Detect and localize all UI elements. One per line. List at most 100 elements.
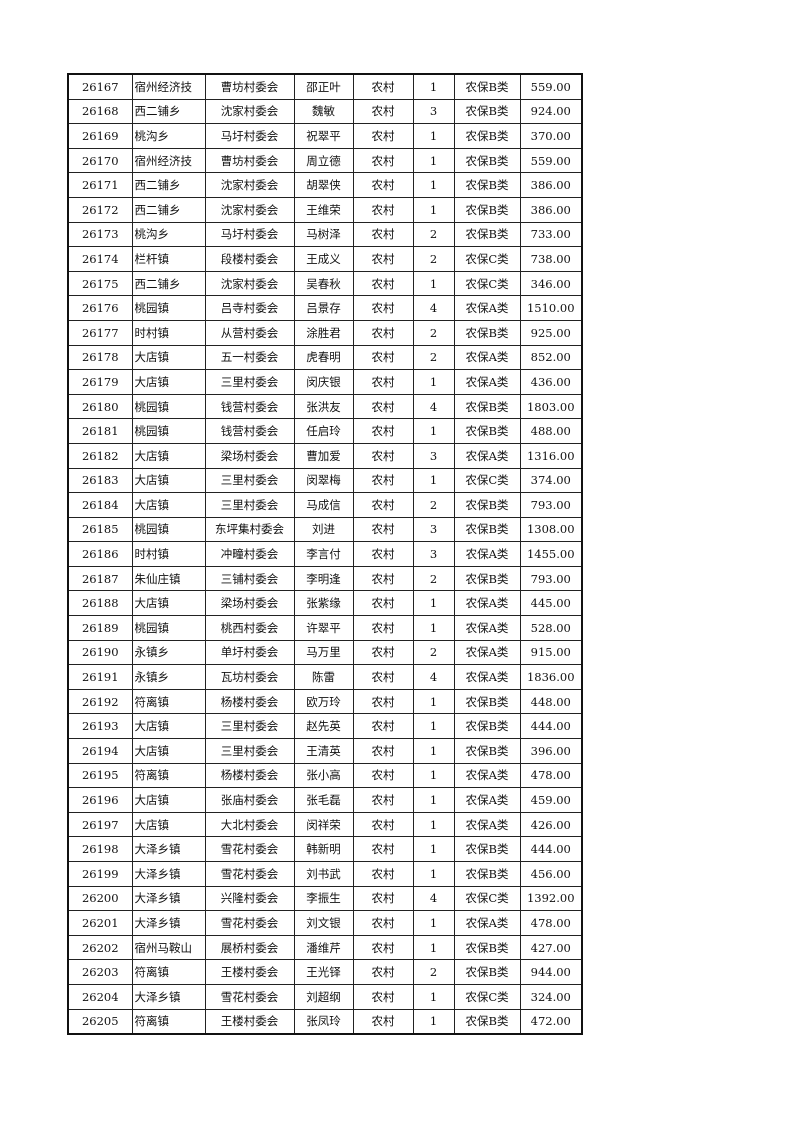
insurance-category-cell: 农保C类 — [453, 467, 521, 494]
household-type-cell: 农村 — [352, 246, 414, 272]
person-name-cell: 张紫缘 — [293, 590, 354, 617]
table-row: 26176 桃园镇 吕寺村委会 吕景存 农村 4 农保A类 1510.00 — [67, 295, 583, 321]
table-row: 26179 大店镇 三里村委会 闵庆银 农村 1 农保A类 436.00 — [67, 369, 583, 395]
person-name-cell: 韩新明 — [293, 836, 354, 862]
member-count-cell: 2 — [412, 492, 455, 518]
person-name-cell: 胡翠侠 — [293, 172, 354, 198]
table-row: 26200 大泽乡镇 兴隆村委会 李振生 农村 4 农保C类 1392.00 — [67, 885, 583, 912]
record-id-cell: 26182 — [67, 442, 133, 469]
table-row: 26205 符离镇 王楼村委会 张凤玲 农村 1 农保B类 472.00 — [67, 1008, 583, 1035]
table-row: 26188 大店镇 梁场村委会 张紫缘 农村 1 农保A类 445.00 — [67, 590, 583, 617]
township-cell: 朱仙庄镇 — [131, 565, 206, 592]
township-cell: 大店镇 — [131, 787, 206, 813]
amount-cell: 426.00 — [519, 811, 583, 838]
record-id-cell: 26190 — [67, 639, 133, 666]
amount-cell: 386.00 — [519, 172, 583, 198]
village-committee-cell: 雪花村委会 — [204, 983, 295, 1010]
insurance-category-cell: 农保B类 — [453, 1008, 521, 1035]
amount-cell: 852.00 — [519, 344, 583, 371]
insurance-category-cell: 农保B类 — [453, 713, 521, 740]
table-body: 26167 宿州经济技 曹坊村委会 邵正叶 农村 1 农保B类 559.00 26168 西二铺乡… — [67, 73, 583, 1035]
insurance-category-cell: 农保A类 — [453, 590, 521, 617]
record-id-cell: 26184 — [67, 492, 133, 518]
table-row: 26174 栏杆镇 段楼村委会 王成义 农村 2 农保C类 738.00 — [67, 246, 583, 272]
insurance-category-cell: 农保A类 — [453, 811, 521, 838]
insurance-category-cell: 农保B类 — [453, 861, 521, 887]
township-cell: 桃沟乡 — [131, 123, 206, 149]
household-type-cell: 农村 — [352, 615, 414, 641]
table-row: 26201 大泽乡镇 雪花村委会 刘文银 农村 1 农保A类 478.00 — [67, 910, 583, 936]
record-id-cell: 26186 — [67, 541, 133, 567]
member-count-cell: 3 — [412, 442, 455, 469]
member-count-cell: 2 — [412, 319, 455, 346]
insurance-category-cell: 农保B类 — [453, 98, 521, 125]
village-committee-cell: 瓦坊村委会 — [204, 664, 295, 690]
record-id-cell: 26193 — [67, 713, 133, 740]
person-name-cell: 刘超纲 — [293, 983, 354, 1010]
insurance-category-cell: 农保B类 — [453, 221, 521, 248]
record-id-cell: 26205 — [67, 1008, 133, 1035]
village-committee-cell: 曹坊村委会 — [204, 147, 295, 174]
member-count-cell: 3 — [412, 98, 455, 125]
person-name-cell: 王光铎 — [293, 959, 354, 985]
member-count-cell: 1 — [412, 983, 455, 1010]
household-type-cell: 农村 — [352, 738, 414, 764]
amount-cell: 559.00 — [519, 147, 583, 174]
insurance-category-cell: 农保B类 — [453, 393, 521, 420]
township-cell: 桃园镇 — [131, 418, 206, 444]
village-committee-cell: 冲疃村委会 — [204, 541, 295, 567]
member-count-cell: 1 — [412, 1008, 455, 1035]
village-committee-cell: 雪花村委会 — [204, 910, 295, 936]
record-id-cell: 26197 — [67, 811, 133, 838]
member-count-cell: 1 — [412, 369, 455, 395]
township-cell: 大泽乡镇 — [131, 885, 206, 912]
person-name-cell: 周立德 — [293, 147, 354, 174]
amount-cell: 559.00 — [519, 73, 583, 100]
village-committee-cell: 东坪集村委会 — [204, 516, 295, 543]
village-committee-cell: 曹坊村委会 — [204, 73, 295, 100]
amount-cell: 1308.00 — [519, 516, 583, 543]
village-committee-cell: 展桥村委会 — [204, 934, 295, 961]
insurance-category-cell: 农保A类 — [453, 664, 521, 690]
table-row: 26199 大泽乡镇 雪花村委会 刘书武 农村 1 农保B类 456.00 — [67, 861, 583, 887]
township-cell: 大泽乡镇 — [131, 836, 206, 862]
household-type-cell: 农村 — [352, 811, 414, 838]
insurance-category-cell: 农保B类 — [453, 196, 521, 223]
village-committee-cell: 张庙村委会 — [204, 787, 295, 813]
record-id-cell: 26204 — [67, 983, 133, 1010]
amount-cell: 924.00 — [519, 98, 583, 125]
table-row: 26177 时村镇 从营村委会 涂胜君 农村 2 农保B类 925.00 — [67, 319, 583, 346]
village-committee-cell: 三里村委会 — [204, 467, 295, 494]
person-name-cell: 刘进 — [293, 516, 354, 543]
record-id-cell: 26185 — [67, 516, 133, 543]
member-count-cell: 1 — [412, 615, 455, 641]
record-id-cell: 26187 — [67, 565, 133, 592]
table-row: 26167 宿州经济技 曹坊村委会 邵正叶 农村 1 农保B类 559.00 — [67, 73, 583, 100]
insurance-category-cell: 农保A类 — [453, 639, 521, 666]
table-row: 26178 大店镇 五一村委会 虎春明 农村 2 农保A类 852.00 — [67, 344, 583, 371]
household-type-cell: 农村 — [352, 590, 414, 617]
amount-cell: 478.00 — [519, 910, 583, 936]
member-count-cell: 1 — [412, 811, 455, 838]
amount-cell: 444.00 — [519, 836, 583, 862]
person-name-cell: 闵翠梅 — [293, 467, 354, 494]
table-row: 26198 大泽乡镇 雪花村委会 韩新明 农村 1 农保B类 444.00 — [67, 836, 583, 862]
household-type-cell: 农村 — [352, 1008, 414, 1035]
table-row: 26194 大店镇 三里村委会 王清英 农村 1 农保B类 396.00 — [67, 738, 583, 764]
person-name-cell: 许翠平 — [293, 615, 354, 641]
record-id-cell: 26168 — [67, 98, 133, 125]
township-cell: 西二铺乡 — [131, 196, 206, 223]
person-name-cell: 刘书武 — [293, 861, 354, 887]
person-name-cell: 闵庆银 — [293, 369, 354, 395]
insurance-category-cell: 农保B类 — [453, 959, 521, 985]
village-committee-cell: 桃西村委会 — [204, 615, 295, 641]
person-name-cell: 吕景存 — [293, 295, 354, 321]
insurance-category-cell: 农保C类 — [453, 885, 521, 912]
table-row: 26191 永镇乡 瓦坊村委会 陈雷 农村 4 农保A类 1836.00 — [67, 664, 583, 690]
amount-cell: 448.00 — [519, 688, 583, 715]
member-count-cell: 1 — [412, 147, 455, 174]
insurance-category-cell: 农保A类 — [453, 910, 521, 936]
insurance-category-cell: 农保A类 — [453, 295, 521, 321]
member-count-cell: 4 — [412, 885, 455, 912]
table-row: 26175 西二铺乡 沈家村委会 吴春秋 农村 1 农保C类 346.00 — [67, 270, 583, 297]
